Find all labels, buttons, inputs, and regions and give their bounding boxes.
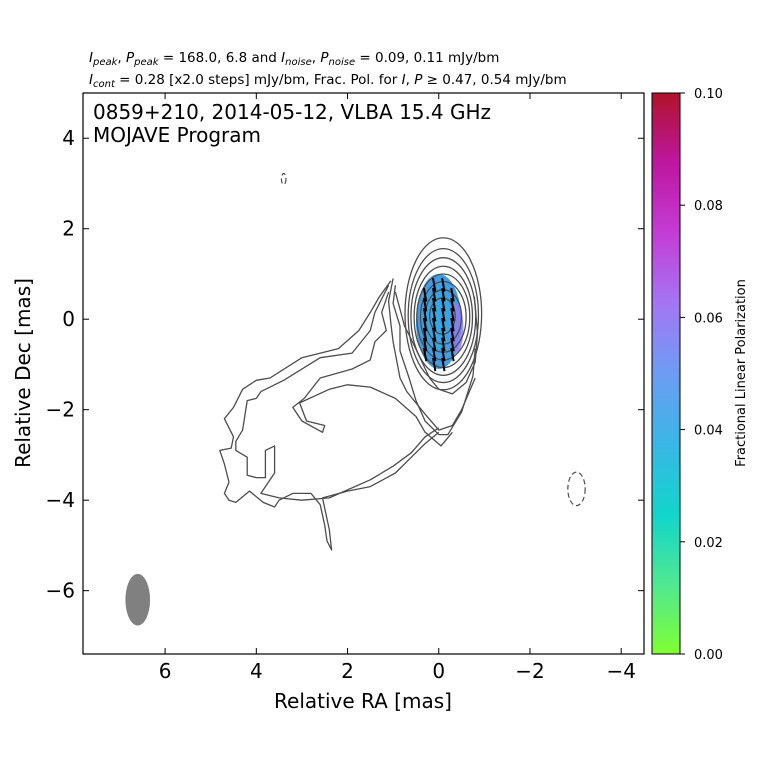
header-run: , (312, 50, 321, 66)
evpa-vector (441, 317, 446, 332)
evpa-vector (432, 307, 437, 322)
y-tick-label: 2 (62, 217, 75, 241)
jet-contour (394, 291, 479, 395)
evpa-vector (441, 337, 446, 352)
header-run: I (281, 50, 285, 66)
header-run: noise (329, 57, 356, 68)
evpa-vectors (422, 277, 455, 372)
evpa-vector (432, 357, 437, 372)
header-run: = 0.09, 0.11 mJy/bm (355, 50, 499, 66)
evpa-vector (450, 337, 455, 352)
beam-ellipse (125, 573, 151, 626)
evpa-vector (432, 277, 437, 292)
evpa-vector (450, 327, 455, 342)
colorbar (651, 92, 681, 655)
colorbar-tick-label: 0.04 (694, 424, 723, 439)
evpa-vector (441, 357, 446, 372)
evpa-vector (450, 287, 455, 302)
header-run: P (414, 72, 423, 88)
evpa-vector (450, 347, 455, 362)
colorbar-tick-label: 0.06 (694, 311, 723, 326)
header-run: noise (285, 57, 312, 68)
beam (125, 573, 151, 626)
x-tick-label: −2 (515, 659, 544, 683)
x-axis-label: Relative RA [mas] (274, 689, 452, 713)
evpa-vector (422, 327, 428, 342)
jet-contour (387, 278, 476, 431)
jet-contour (219, 280, 440, 551)
header-run: peak (133, 57, 160, 68)
colorbar-tick-label: 0.10 (694, 87, 723, 102)
evpa-vector (450, 317, 455, 332)
colorbar-label: Fractional Linear Polarization (734, 279, 749, 467)
evpa-vector (432, 297, 437, 312)
header-run: P (126, 50, 135, 66)
header-run: I (402, 72, 406, 88)
x-tick-label: 4 (250, 659, 263, 683)
colorbar-ticks: 0.00 0.02 0.04 0.06 0.08 0.10 (680, 87, 723, 663)
evpa-vector (432, 327, 437, 342)
evpa-vector (450, 307, 455, 322)
evpa-vector (432, 337, 437, 352)
evpa-vector (422, 287, 428, 302)
negative-contours (280, 172, 586, 507)
plot-area (125, 172, 586, 626)
plot-title-line-2: MOJAVE Program (93, 123, 261, 147)
evpa-vector (441, 327, 446, 342)
evpa-vector (450, 297, 455, 312)
core-contour (404, 237, 483, 391)
header-run: cont (93, 79, 116, 90)
header-run: = 168.0, 6.8 and (159, 50, 282, 66)
evpa-vector (432, 347, 437, 362)
y-tick-label: −4 (46, 488, 75, 512)
header-run: , (406, 72, 415, 88)
negative-contour (567, 471, 586, 507)
axis-ticks: 6 4 2 0 −2 −4 4 2 0 −2 −4 −6 (46, 93, 644, 683)
x-tick-label: 0 (432, 659, 445, 683)
evpa-vector (441, 277, 446, 292)
y-tick-label: 4 (62, 126, 75, 150)
x-tick-label: 6 (159, 659, 172, 683)
evpa-vector (422, 337, 428, 352)
evpa-vector (441, 307, 446, 322)
header-run: peak (92, 57, 119, 68)
evpa-vector (441, 297, 446, 312)
header-run: I (89, 72, 93, 88)
evpa-vector (422, 297, 428, 312)
header-run: P (320, 50, 329, 66)
plot-frame (82, 92, 645, 655)
evpa-vector (422, 307, 428, 322)
evpa-vector (422, 347, 428, 362)
core-contour (407, 247, 480, 384)
colorbar-tick-label: 0.08 (694, 199, 723, 214)
x-tick-label: −4 (606, 659, 635, 683)
header-run: , (117, 50, 126, 66)
pol-patch-core (426, 285, 452, 353)
evpa-vector (432, 317, 437, 332)
evpa-vector (441, 287, 446, 302)
colorbar-tick-label: 0.00 (694, 648, 723, 663)
jet-contour (235, 285, 440, 501)
y-tick-label: −6 (46, 579, 75, 603)
evpa-vector (432, 287, 437, 302)
header-run: = 0.28 [x2.0 steps] mJy/bm, Frac. Pol. f… (115, 72, 402, 88)
header-run: I (89, 50, 93, 66)
header-run: ≥ 0.47, 0.54 mJy/bm (422, 72, 566, 88)
header-line-2: Icont = 0.28 [x2.0 steps] mJy/bm, Frac. … (89, 72, 567, 90)
negative-contour (280, 172, 287, 185)
y-axis-label: Relative Dec [mas] (11, 278, 35, 468)
evpa-vector (441, 347, 446, 362)
jet-contour (292, 291, 453, 447)
y-tick-label: 0 (62, 307, 75, 331)
x-tick-label: 2 (341, 659, 354, 683)
evpa-vector (422, 317, 428, 332)
colorbar-tick-label: 0.02 (694, 536, 723, 551)
header-line-1: Ipeak, Ppeak = 168.0, 6.8 and Inoise, Pn… (89, 50, 499, 68)
plot-title-line-1: 0859+210, 2014-05-12, VLBA 15.4 GHz (93, 100, 491, 124)
y-tick-label: −2 (46, 398, 75, 422)
